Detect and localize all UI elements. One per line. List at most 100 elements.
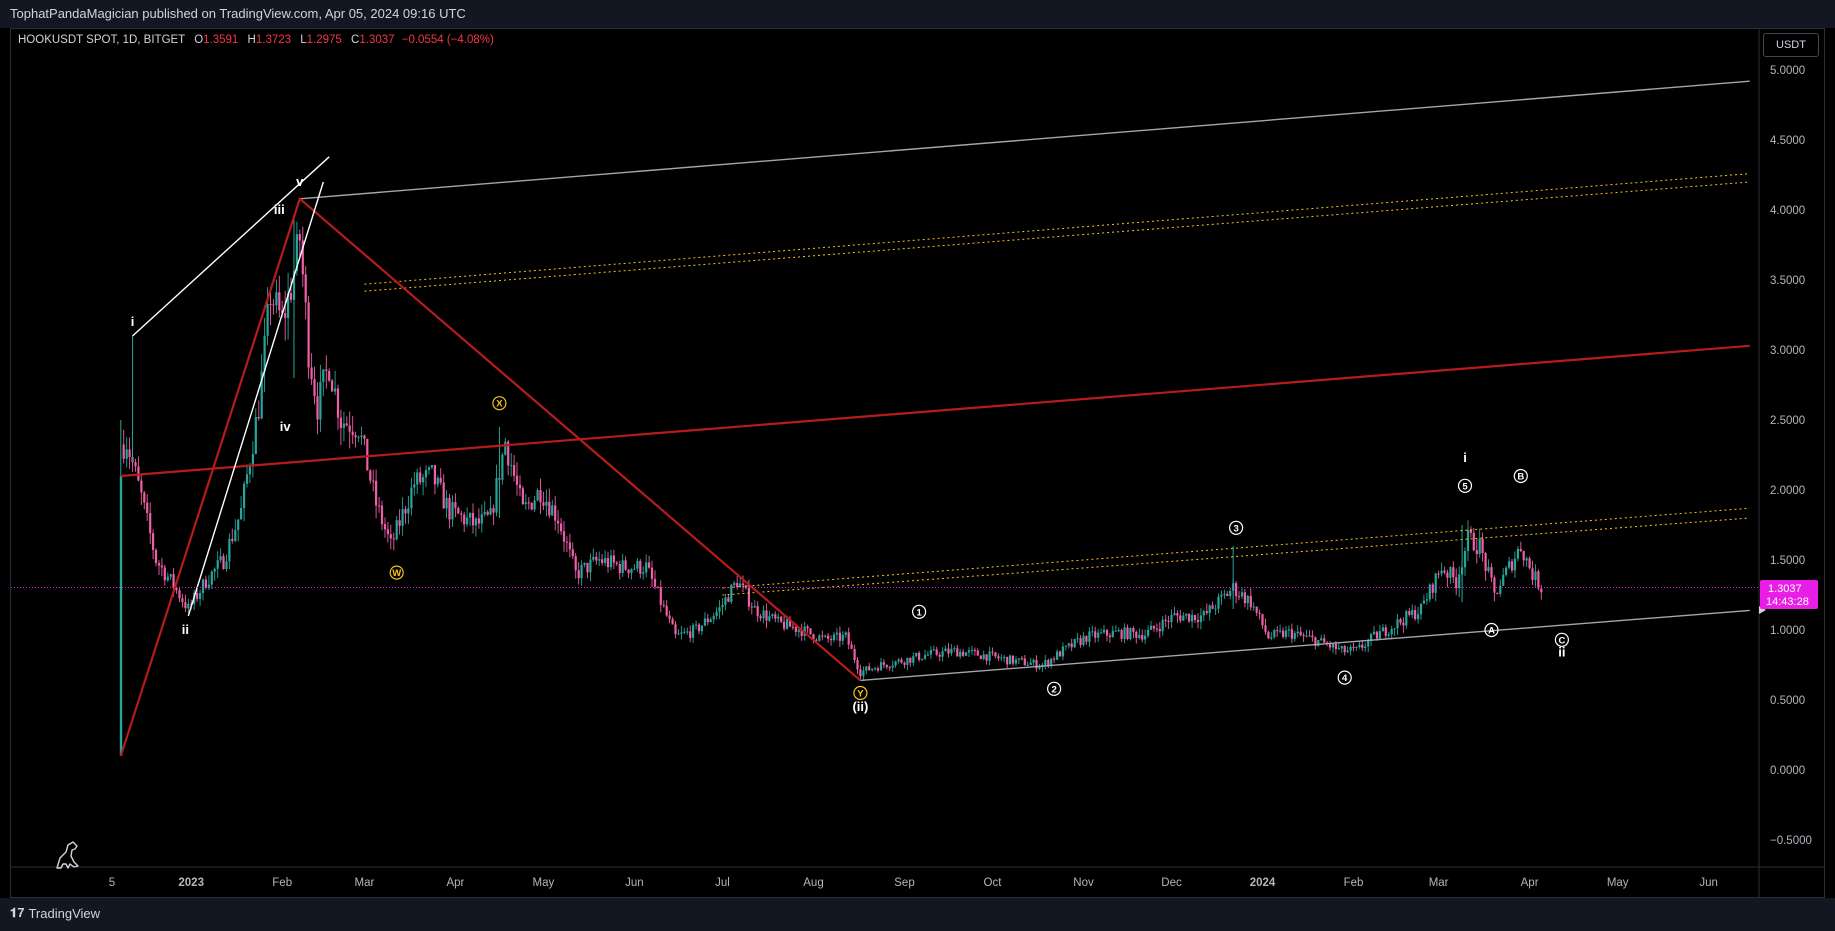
lower-channel-line <box>860 609 1750 682</box>
candle-body <box>257 417 260 419</box>
candle-body <box>351 431 354 436</box>
currency-button[interactable]: USDT <box>1763 33 1819 57</box>
candle-body <box>210 571 213 585</box>
candle-body <box>1487 567 1490 571</box>
candle-body <box>474 518 477 526</box>
candle-body <box>175 588 178 591</box>
candle-body <box>970 649 974 651</box>
candle-body <box>524 502 527 505</box>
wave-label-text: W <box>392 568 401 579</box>
candle-body <box>1370 634 1373 641</box>
candle-body <box>287 293 290 318</box>
candle-body <box>832 634 836 641</box>
candle-body <box>962 651 965 656</box>
candle-body <box>1364 646 1367 648</box>
candle-body <box>700 625 703 632</box>
wave-label: 4 <box>1337 670 1352 685</box>
candle-body <box>1199 615 1202 622</box>
candle-body <box>1428 584 1431 600</box>
candle-body <box>894 661 897 666</box>
wave-label: 1 <box>911 604 927 619</box>
candle-body <box>706 618 709 623</box>
candle-body <box>1264 625 1267 632</box>
wave-label-circle <box>911 604 927 619</box>
wave-label-circle <box>1484 622 1499 638</box>
candle-body <box>1141 635 1144 640</box>
candle-body <box>289 293 293 300</box>
candle-body <box>1102 629 1106 633</box>
candle-body <box>950 648 953 654</box>
candle-body <box>1182 615 1185 621</box>
wave-label: Y <box>853 685 868 701</box>
candle-body <box>298 234 301 241</box>
candle-body <box>419 472 422 483</box>
candle-body <box>818 635 821 641</box>
candle-body <box>407 508 410 514</box>
candle-body <box>169 574 172 577</box>
price-tick-label: 1.5000 <box>1770 555 1805 567</box>
candle-body <box>956 648 959 657</box>
candle-body <box>1496 592 1499 594</box>
candle-body <box>827 635 830 639</box>
candle-body <box>1484 553 1487 571</box>
candle-body <box>592 556 595 560</box>
candle-body <box>1011 655 1015 664</box>
wave-label-circle <box>1457 478 1473 493</box>
candle-body <box>1061 646 1064 657</box>
wave-label-text: A <box>1488 626 1495 637</box>
candle-body <box>1252 606 1255 608</box>
candle-body <box>166 576 169 581</box>
candle-body <box>1064 645 1067 647</box>
candle-body <box>988 651 991 661</box>
candle-body <box>184 602 187 609</box>
tradingview-logo[interactable]: 𝟏7 TradingView <box>10 905 100 921</box>
candle-body <box>677 633 680 635</box>
wave-label: ii <box>1558 644 1565 659</box>
candle-body <box>915 652 918 657</box>
candle-body <box>697 624 701 632</box>
price-tag-box <box>1760 580 1818 609</box>
candle-body <box>181 598 184 603</box>
candle-body <box>1411 610 1414 615</box>
price-tick-label: 4.0000 <box>1770 205 1805 217</box>
plot-area <box>11 29 1759 867</box>
candle-body <box>771 614 774 617</box>
price-tag-value: 1.3037 <box>1768 583 1802 595</box>
candle-body <box>844 632 847 635</box>
time-tick-label: Feb <box>272 877 292 889</box>
candle-body <box>665 605 668 616</box>
wave-label-circle <box>1228 520 1244 535</box>
candle-body <box>363 435 366 439</box>
candle-body <box>1419 603 1423 615</box>
candle-body <box>348 425 351 432</box>
candle-body <box>404 509 407 514</box>
candle-body <box>383 524 387 530</box>
candle-body <box>715 611 718 617</box>
wave-label: v <box>296 174 304 189</box>
candle-body <box>648 562 651 568</box>
candle-body <box>1009 655 1012 665</box>
candle-body <box>683 631 686 633</box>
tradingview-logo-text: TradingView <box>28 905 101 921</box>
wave-label-circle <box>853 685 868 701</box>
candle-body <box>1340 646 1343 649</box>
candle-body <box>515 475 519 485</box>
candle-body <box>372 480 375 482</box>
candle-body <box>903 662 906 665</box>
candle-body <box>510 465 513 467</box>
candle-body <box>859 669 862 677</box>
candle-body <box>1173 613 1176 616</box>
high-label: H <box>247 34 256 46</box>
candle-body <box>674 624 677 635</box>
candle-body <box>941 651 944 657</box>
high-value: 1.3723 <box>255 34 292 46</box>
candle-body <box>1193 615 1197 620</box>
candle-body <box>633 568 636 570</box>
candle-body <box>615 562 618 564</box>
wave-label-text: ii <box>1558 644 1565 659</box>
candle-body <box>865 666 868 671</box>
candle-body <box>295 234 298 271</box>
candle-body <box>545 501 548 506</box>
candle-body <box>1469 529 1472 533</box>
